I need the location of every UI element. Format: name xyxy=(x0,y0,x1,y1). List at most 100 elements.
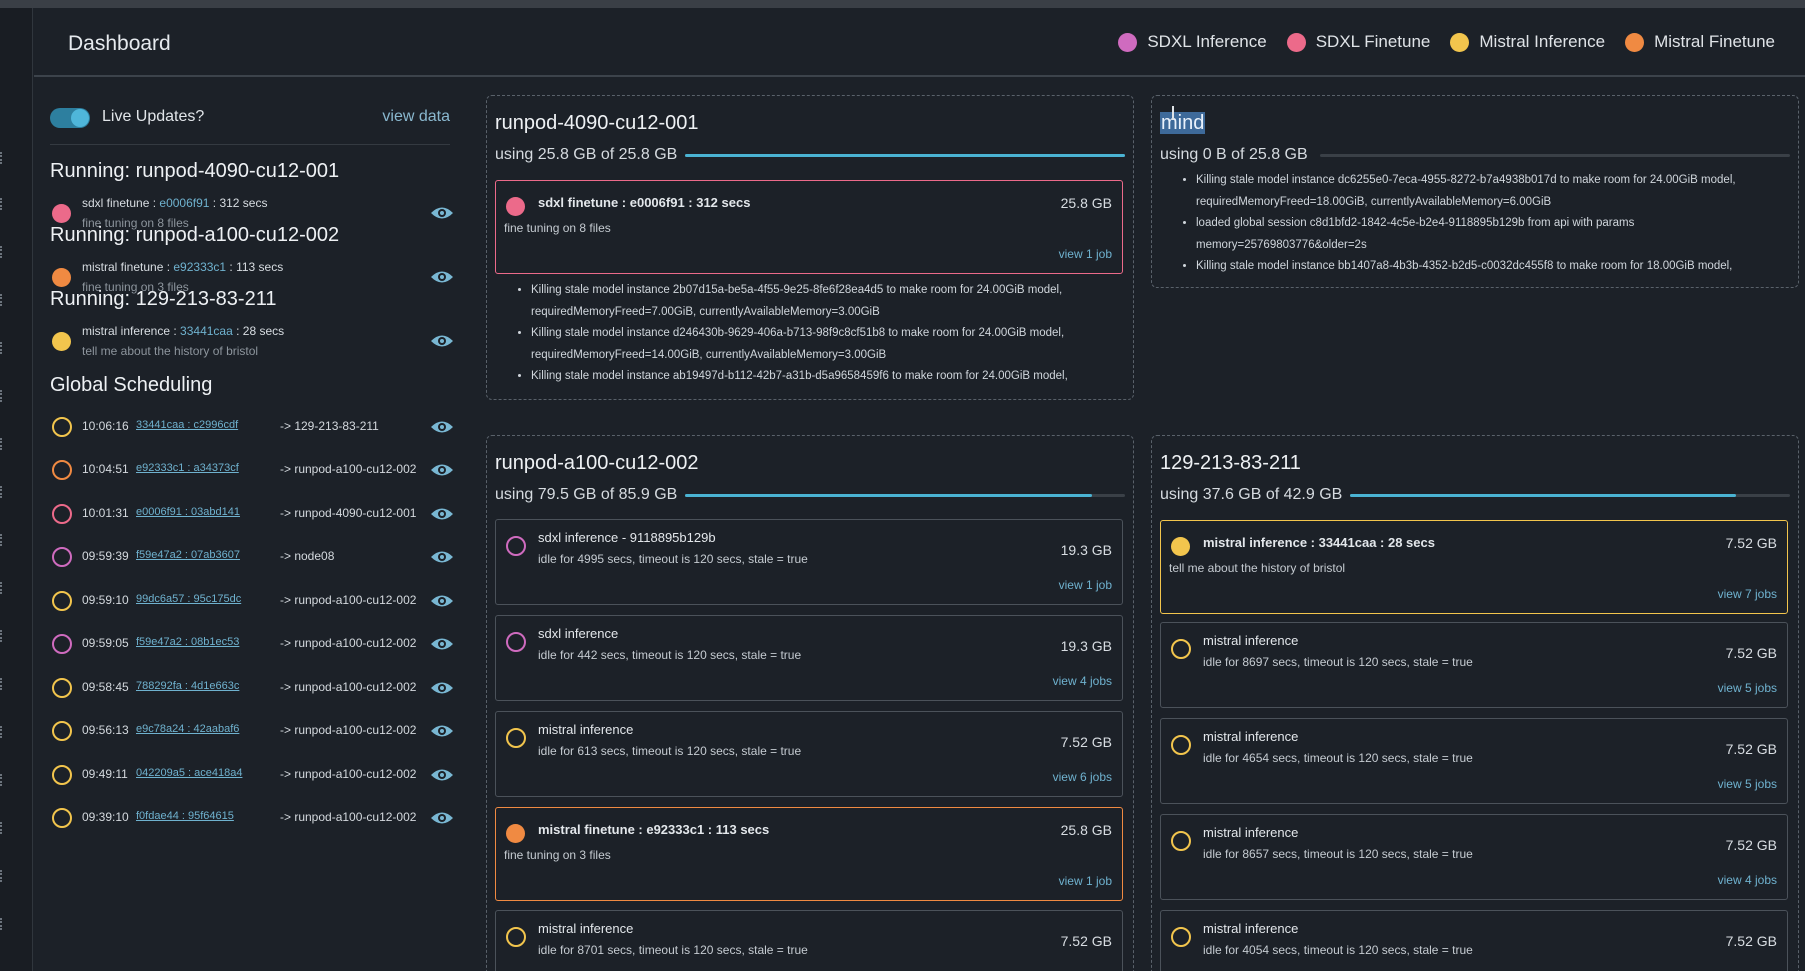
log-entry: loaded global session c8d1bfd2-1842-4c5e… xyxy=(1196,213,1790,235)
view-jobs-link[interactable]: view 7 jobs xyxy=(1717,587,1777,601)
model-card: mistral inference idle for 613 secs, tim… xyxy=(495,711,1123,797)
model-card: sdxl inference idle for 442 secs, timeou… xyxy=(495,615,1123,701)
eye-icon[interactable] xyxy=(430,419,454,435)
job-type: mistral inference : xyxy=(82,324,181,338)
model-description: idle for 4654 secs, timeout is 120 secs,… xyxy=(1203,751,1473,765)
live-updates-toggle[interactable] xyxy=(50,108,90,128)
view-jobs-link[interactable]: view 4 jobs xyxy=(1052,674,1112,688)
gutter-handle xyxy=(0,870,4,882)
schedule-time: 10:04:51 xyxy=(82,462,129,476)
model-size: 7.52 GB xyxy=(1725,535,1777,551)
status-ring xyxy=(1171,735,1191,755)
legend-label: Mistral Inference xyxy=(1479,32,1606,51)
model-size: 25.8 GB xyxy=(1060,195,1112,211)
node-title: runpod-a100-cu12-002 xyxy=(495,452,699,474)
gutter-handle xyxy=(0,152,4,164)
schedule-job-link[interactable]: 99dc6a57 : 95c175dc xyxy=(136,593,242,605)
eye-icon[interactable] xyxy=(430,549,454,565)
job-description: fine tuning on 8 files xyxy=(82,216,189,230)
log-entry-continued: memory=25769803776&older=2s xyxy=(1196,238,1367,251)
job-id-link[interactable]: 33441caa xyxy=(180,324,233,338)
memory-bar xyxy=(685,154,1125,157)
eye-icon[interactable] xyxy=(430,636,454,652)
schedule-job-link[interactable]: e0006f91 : 03abd141 xyxy=(136,506,240,518)
view-jobs-link[interactable]: view 5 jobs xyxy=(1717,777,1777,791)
job-duration: : 28 secs xyxy=(232,324,285,338)
job-id-link[interactable]: e0006f91 xyxy=(159,196,210,210)
eye-icon[interactable] xyxy=(430,333,454,349)
view-jobs-link[interactable]: view 4 jobs xyxy=(1717,873,1777,887)
model-size: 7.52 GB xyxy=(1725,837,1777,853)
running-item: mistral finetune : e92333c1 : 113 secs f… xyxy=(50,256,453,298)
eye-icon[interactable] xyxy=(430,593,454,609)
sidebar: Live Updates? view data Running: runpod-… xyxy=(34,78,464,971)
model-description: fine tuning on 3 files xyxy=(504,848,611,862)
schedule-target: -> runpod-a100-cu12-002 xyxy=(280,680,417,694)
status-ring xyxy=(1171,927,1191,947)
eye-icon[interactable] xyxy=(430,810,454,826)
eye-icon[interactable] xyxy=(430,269,454,285)
log-entry-continued: requiredMemoryFreed=14.00GiB, currentlyA… xyxy=(531,348,887,361)
model-card: mistral inference idle for 8697 secs, ti… xyxy=(1160,622,1788,708)
schedule-job-link[interactable]: 33441caa : c2996cdf xyxy=(136,419,239,431)
running-item: mistral inference : 33441caa : 28 secs t… xyxy=(50,320,453,362)
schedule-target: -> runpod-a100-cu12-002 xyxy=(280,810,417,824)
schedule-job-link[interactable]: f59e47a2 : 08b1ec53 xyxy=(136,636,240,648)
node-panel-129-213-83-211: 129-213-83-211 using 37.6 GB of 42.9 GB … xyxy=(1151,435,1799,971)
log-entry: Killing stale model instance 2b07d15a-be… xyxy=(531,280,1115,302)
eye-icon[interactable] xyxy=(430,767,454,783)
status-ring xyxy=(506,632,526,652)
view-jobs-link[interactable]: view 1 job xyxy=(1058,578,1112,592)
schedule-job-link[interactable]: 788292fa : 4d1e663c xyxy=(136,680,240,692)
view-jobs-link[interactable]: view 1 job xyxy=(1058,247,1112,261)
schedule-row: 10:04:51 e92333c1 : a34373cf -> runpod-a… xyxy=(50,456,453,486)
view-jobs-link[interactable]: view 6 jobs xyxy=(1052,770,1112,784)
model-card: mistral inference : 33441caa : 28 secs t… xyxy=(1160,520,1788,614)
eye-icon[interactable] xyxy=(430,462,454,478)
legend-label: SDXL Inference xyxy=(1147,32,1267,51)
model-name: sdxl inference xyxy=(538,626,619,641)
status-dot xyxy=(1171,537,1190,556)
legend-item-mistral-inference: Mistral Inference xyxy=(1450,32,1605,52)
schedule-target: -> runpod-a100-cu12-002 xyxy=(280,723,417,737)
left-gutter xyxy=(0,8,33,971)
memory-bar xyxy=(1320,154,1790,157)
eye-icon[interactable] xyxy=(430,723,454,739)
schedule-job-link[interactable]: 042209a5 : ace418a4 xyxy=(136,767,243,779)
status-ring xyxy=(52,808,72,828)
status-ring xyxy=(52,591,72,611)
schedule-time: 09:59:10 xyxy=(82,593,129,607)
gutter-handle xyxy=(0,822,4,834)
memory-usage-text: using 25.8 GB of 25.8 GB xyxy=(495,146,678,163)
eye-icon[interactable] xyxy=(430,506,454,522)
schedule-target: -> runpod-a100-cu12-002 xyxy=(280,593,417,607)
gutter-handle xyxy=(0,918,4,930)
schedule-row: 09:58:45 788292fa : 4d1e663c -> runpod-a… xyxy=(50,674,453,704)
status-ring xyxy=(52,721,72,741)
schedule-job-link[interactable]: e9c78a24 : 42aabaf6 xyxy=(136,723,240,735)
legend-dot xyxy=(1625,32,1645,52)
running-title: Running: runpod-4090-cu12-001 xyxy=(50,160,340,182)
running-title: Running: 129-213-83-211 xyxy=(50,288,277,310)
legend: SDXL Inference SDXL Finetune Mistral Inf… xyxy=(1118,32,1775,52)
toggle-knob xyxy=(71,109,89,127)
schedule-job-link[interactable]: f59e47a2 : 07ab3607 xyxy=(136,549,240,561)
job-id-link[interactable]: e92333c1 xyxy=(173,260,227,274)
gutter-handle xyxy=(0,726,4,738)
model-card: mistral inference idle for 4654 secs, ti… xyxy=(1160,718,1788,804)
eye-icon[interactable] xyxy=(430,680,454,696)
model-size: 19.3 GB xyxy=(1060,638,1112,654)
model-size: 25.8 GB xyxy=(1060,822,1112,838)
schedule-job-link[interactable]: f0fdae44 : 95f64615 xyxy=(136,810,234,822)
view-jobs-link[interactable]: view 5 jobs xyxy=(1717,681,1777,695)
schedule-job-link[interactable]: e92333c1 : a34373cf xyxy=(136,462,239,474)
view-data-link[interactable]: view data xyxy=(382,108,450,125)
gutter-handle xyxy=(0,246,4,258)
model-description: idle for 442 secs, timeout is 120 secs, … xyxy=(538,648,802,662)
schedule-time: 09:59:05 xyxy=(82,636,129,650)
node-title: mind xyxy=(1160,112,1206,135)
eye-icon[interactable] xyxy=(430,205,454,221)
gutter-handle xyxy=(0,582,4,594)
view-jobs-link[interactable]: view 1 job xyxy=(1058,874,1112,888)
live-updates-row: Live Updates? view data xyxy=(50,104,450,134)
